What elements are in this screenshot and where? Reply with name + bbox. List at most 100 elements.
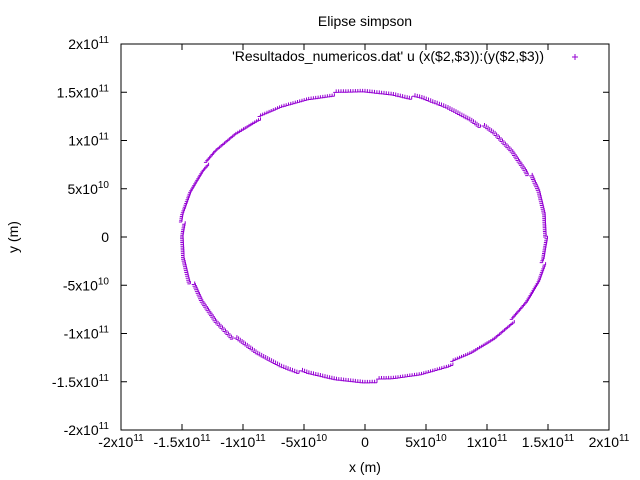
- data-point: [513, 154, 517, 158]
- data-point: [460, 113, 465, 118]
- data-point: [195, 290, 200, 294]
- data-point: [470, 119, 474, 123]
- data-point: [516, 159, 521, 163]
- data-point: [522, 167, 526, 171]
- data-point: [531, 178, 536, 182]
- data-point: [436, 101, 440, 106]
- data-point: [209, 312, 213, 317]
- data-point: [203, 159, 208, 163]
- data-point: [233, 335, 238, 339]
- data-point: [225, 331, 229, 335]
- data-point: [193, 285, 197, 289]
- data-point: [453, 109, 457, 113]
- data-point: [530, 176, 535, 180]
- y-tick-label: 1.5x1011: [57, 83, 110, 100]
- data-point: [198, 297, 203, 301]
- x-tick-label: -1x1011: [220, 433, 266, 450]
- data-point: [456, 111, 461, 115]
- data-point: [211, 316, 215, 320]
- data-point: [219, 325, 223, 329]
- x-tick-label: 1.5x1011: [522, 433, 575, 450]
- data-point: [472, 120, 476, 124]
- data-point: [486, 127, 491, 131]
- data-point: [262, 355, 267, 359]
- data-point: [440, 103, 445, 107]
- data-point: [266, 357, 271, 361]
- data-point: [303, 369, 308, 373]
- data-point: [523, 169, 527, 173]
- data-point: [438, 102, 442, 106]
- data-point: [202, 302, 206, 307]
- data-point: [299, 367, 303, 372]
- data-point: [477, 124, 481, 128]
- data-point: [408, 96, 413, 100]
- data-point: [274, 361, 279, 365]
- data-point: [490, 129, 494, 134]
- data-point: [518, 162, 523, 166]
- data-point: [432, 100, 436, 104]
- y-tick-label: -1x1011: [64, 325, 110, 342]
- data-point: [264, 356, 269, 360]
- data-point: [485, 125, 489, 130]
- data-point: [200, 301, 205, 305]
- data-point: [429, 99, 434, 103]
- data-point: [247, 345, 252, 349]
- data-point: [260, 354, 265, 358]
- data-point: [322, 374, 326, 378]
- data-point: [434, 100, 438, 105]
- data-point: [283, 365, 287, 369]
- data-point: [530, 174, 534, 179]
- data-point: [423, 96, 427, 101]
- data-point: [187, 280, 191, 285]
- data-point: [536, 189, 541, 193]
- data-point: [498, 137, 502, 141]
- data-point: [216, 322, 221, 326]
- data-point: [257, 113, 262, 117]
- data-point: [213, 319, 218, 323]
- data-point: [495, 134, 499, 138]
- x-tick-label: -5x1010: [281, 433, 328, 450]
- data-point: [276, 362, 281, 367]
- data-point: [251, 348, 255, 352]
- data-point: [414, 93, 418, 98]
- x-axis-label: x (m): [349, 459, 381, 475]
- y-tick-label: -5x1010: [63, 276, 110, 293]
- data-point: [223, 330, 228, 334]
- data-point: [178, 219, 183, 223]
- data-point: [235, 336, 240, 340]
- data-point: [239, 339, 243, 343]
- data-point: [442, 104, 447, 108]
- data-point: [285, 366, 289, 370]
- data-point: [451, 108, 455, 112]
- data-point: [512, 152, 516, 156]
- data-point: [249, 346, 253, 351]
- data-point: [210, 314, 214, 318]
- data-point: [521, 165, 525, 170]
- data-point: [515, 157, 519, 161]
- data-point: [401, 94, 406, 99]
- data-point: [197, 293, 201, 298]
- data-point: [509, 149, 514, 153]
- data-point: [449, 362, 454, 366]
- data-point: [517, 160, 522, 165]
- data-point: [203, 304, 207, 308]
- data-point: [427, 98, 432, 102]
- y-axis-label: y (m): [5, 221, 21, 253]
- data-point: [246, 344, 250, 348]
- data-point: [510, 150, 515, 155]
- data-point: [289, 367, 293, 372]
- legend-entry-marker: [572, 54, 578, 60]
- data-point: [186, 279, 191, 283]
- data-point: [258, 352, 263, 357]
- data-point: [492, 130, 496, 135]
- data-point: [488, 128, 493, 132]
- data-point: [218, 323, 222, 328]
- data-point: [194, 288, 199, 293]
- data-point: [502, 141, 506, 146]
- data-point: [237, 337, 241, 342]
- data-point: [221, 326, 225, 331]
- data-point: [525, 172, 529, 177]
- data-point: [421, 95, 425, 100]
- y-tick-label: -2x1011: [64, 421, 110, 438]
